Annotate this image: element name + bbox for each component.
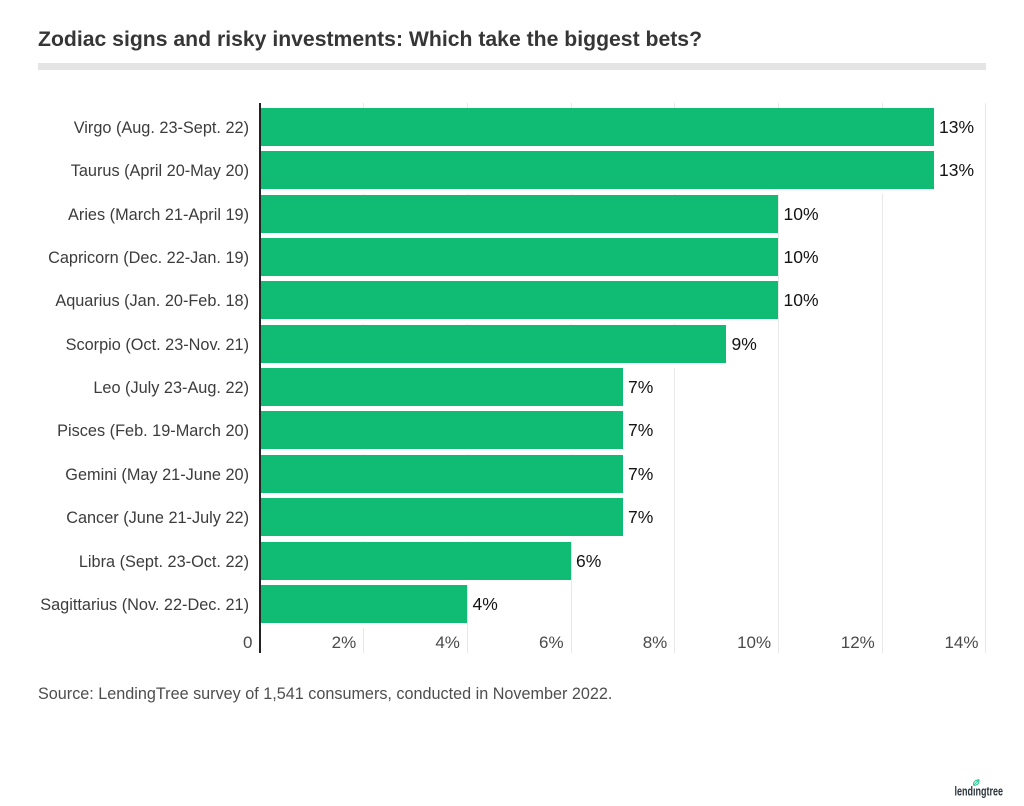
svg-text:lendıngtree: lendıngtree xyxy=(955,784,1004,799)
